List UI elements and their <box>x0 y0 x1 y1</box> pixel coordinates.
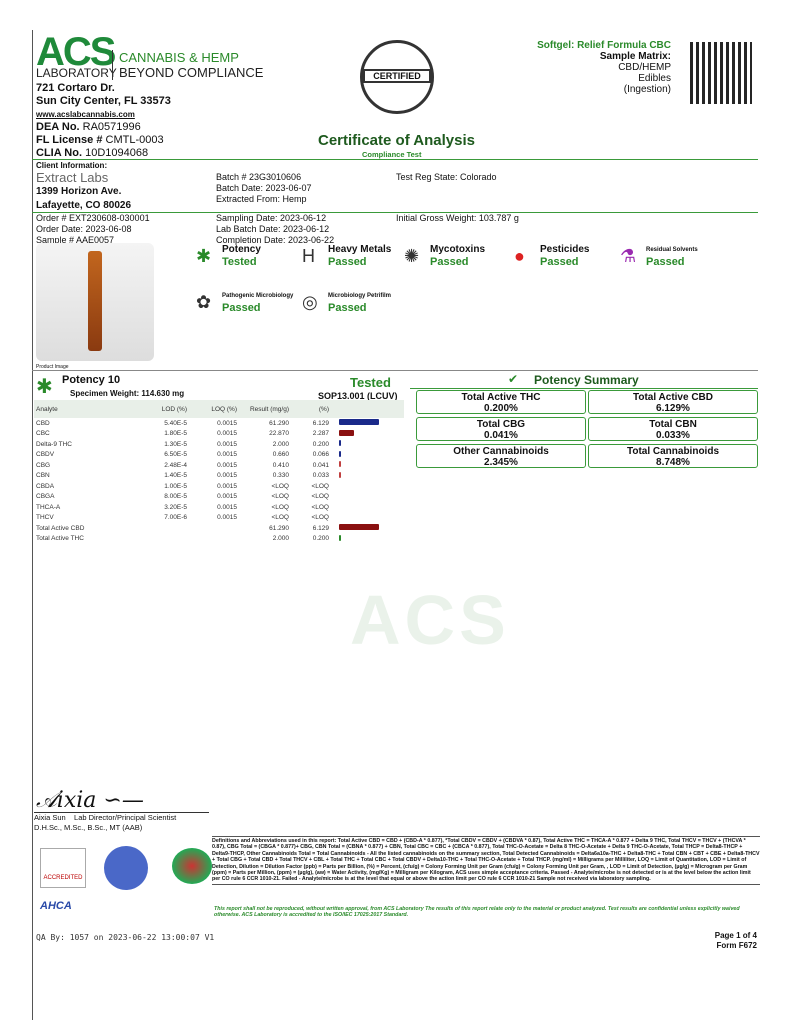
potency-summary-icon: ✔ <box>508 372 519 386</box>
col-header: LOQ (%) <box>211 405 237 413</box>
potency-bar <box>339 429 354 436</box>
flask-icon: ⚗ <box>620 246 637 266</box>
table-row: THCV 7.00E-6 0.0015 <LOQ <LOQ <box>36 514 329 522</box>
product-image-label: Product Image <box>36 364 69 370</box>
potency-title: Potency 10 <box>62 374 121 386</box>
potency-bar <box>339 534 341 541</box>
col-header: Analyte <box>36 405 58 413</box>
test-2: Mycotoxins Passed <box>430 244 486 268</box>
table-row: CBDA 1.00E-5 0.0015 <LOQ <LOQ <box>36 482 329 490</box>
potency-bar <box>339 440 341 447</box>
potency-bar <box>339 471 341 478</box>
test-3: Pesticides Passed <box>540 244 590 268</box>
accreditation-logo <box>104 846 148 890</box>
definitions: Definitions and Abbreviations used in th… <box>212 836 760 885</box>
microbe-icon: ✿ <box>196 292 212 312</box>
summary-title: Potency Summary <box>534 373 639 387</box>
col-header: Result (mg/g) <box>249 405 289 413</box>
summary-box: Total Active CBD 6.129% <box>588 390 758 414</box>
table-row: CBC 1.80E-5 0.0015 22.870 2.287 <box>34 429 404 440</box>
pesticides-icon: ● <box>514 246 525 266</box>
specimen-weight: Specimen Weight: 114.630 mg <box>70 389 185 398</box>
client-info: Client Information: Extract Labs 1399 Ho… <box>36 161 132 211</box>
qa-stamp: QA By: 1057 on 2023-06-22 13:00:07 V1 <box>36 933 215 942</box>
cannabis-leaf-icon: ✱ <box>196 246 212 266</box>
test-4: Residual Solvents Passed <box>646 247 698 268</box>
potency-table: Analyte LOD (%) LOQ (%) Result (mg/g) (%) CBD… <box>34 400 404 544</box>
table-row: THCA-A 3.20E-5 0.0015 <LOQ <LOQ <box>36 503 329 511</box>
dates-info: Sampling Date: 2023-06-12 Lab Batch Date:… <box>216 213 335 245</box>
potency-bar <box>339 419 379 426</box>
gross-weight: Initial Gross Weight: 103.787 g <box>396 213 519 223</box>
tagline: CANNABIS & HEMP BEYOND COMPLIANCE <box>112 50 263 80</box>
signatory: Aixia Sun Lab Director/Principal Scienti… <box>34 812 209 833</box>
col-header: (%) <box>318 405 329 413</box>
table-row: CBG 2.48E-4 0.0015 0.410 0.041 <box>34 460 404 471</box>
watermark: ACS <box>350 581 510 659</box>
page-subtitle: Compliance Test <box>362 150 422 159</box>
table-row: Delta-9 THC 1.30E-5 0.0015 2.000 0.200 <box>34 439 404 450</box>
potency-bar <box>339 524 379 531</box>
product-info: Softgel: Relief Formula CBC Sample Matrix… <box>537 40 671 95</box>
test-1: Heavy Metals Passed <box>328 244 392 268</box>
qr-code[interactable] <box>690 42 752 104</box>
signature: 𝒜ixia ∽— <box>36 788 144 813</box>
accredited-logo: ACCREDITED <box>40 848 86 888</box>
state-logo <box>172 848 212 884</box>
summary-box: Total CBG 0.041% <box>416 417 586 441</box>
batch-info: Batch # 23G3010606 Batch Date: 2023-06-07… <box>216 172 312 204</box>
test-6: Microbiology Petrifilm Passed <box>328 293 392 314</box>
website-link[interactable]: www.acslabcannabis.com <box>36 110 135 119</box>
potency-bar <box>339 461 341 468</box>
test-5: Pathogenic Microbiology Passed <box>222 293 294 314</box>
potency-bar <box>339 450 341 457</box>
summary-box: Other Cannabinoids 2.345% <box>416 444 586 468</box>
table-row: Total Active CBD 61.290 6.129 <box>34 523 404 534</box>
potency-method: SOP13.001 (LCUV) <box>318 391 398 401</box>
page-border <box>32 30 33 1020</box>
order-info: Order # EXT230608-030001 Order Date: 2023… <box>36 213 150 245</box>
acs-logo: ACS <box>36 30 116 74</box>
disclaimer: This report shall not be reproduced, wit… <box>214 906 740 919</box>
certified-seal: CERTIFIED <box>360 40 434 114</box>
product-image <box>36 243 154 361</box>
reg-state: Test Reg State: Colorado <box>396 172 497 182</box>
page-title: Certificate of Analysis <box>318 132 475 149</box>
potency-status: Tested <box>350 375 391 390</box>
page-number: Page 1 of 4 Form F672 <box>714 931 757 950</box>
col-header: LOD (%) <box>161 405 187 413</box>
cannabis-leaf-icon: ✱ <box>36 376 53 398</box>
summary-box: Total Cannabinoids 8.748% <box>588 444 758 468</box>
heavy-metals-icon: H <box>302 246 315 266</box>
logo-sub: LABORATORY <box>36 66 117 80</box>
ahca-logo: AHCA <box>40 900 72 912</box>
table-row: CBD 5.40E-5 0.0015 61.290 6.129 <box>34 418 404 429</box>
petri-dish-icon: ◎ <box>302 292 318 312</box>
table-row: Total Active THC 2.000 0.200 <box>34 534 404 545</box>
test-0: Potency Tested <box>222 244 261 268</box>
table-row: CBN 1.40E-5 0.0015 0.330 0.033 <box>34 471 404 482</box>
lab-address: 721 Cortaro Dr. Sun City Center, FL 33573… <box>36 82 171 159</box>
table-row: CBDV 6.50E-5 0.0015 0.660 0.066 <box>34 450 404 461</box>
table-row: CBGA 8.00E-5 0.0015 <LOQ <LOQ <box>36 493 329 501</box>
summary-box: Total CBN 0.033% <box>588 417 758 441</box>
mycotoxins-icon: ✺ <box>404 246 420 266</box>
summary-box: Total Active THC 0.200% <box>416 390 586 414</box>
